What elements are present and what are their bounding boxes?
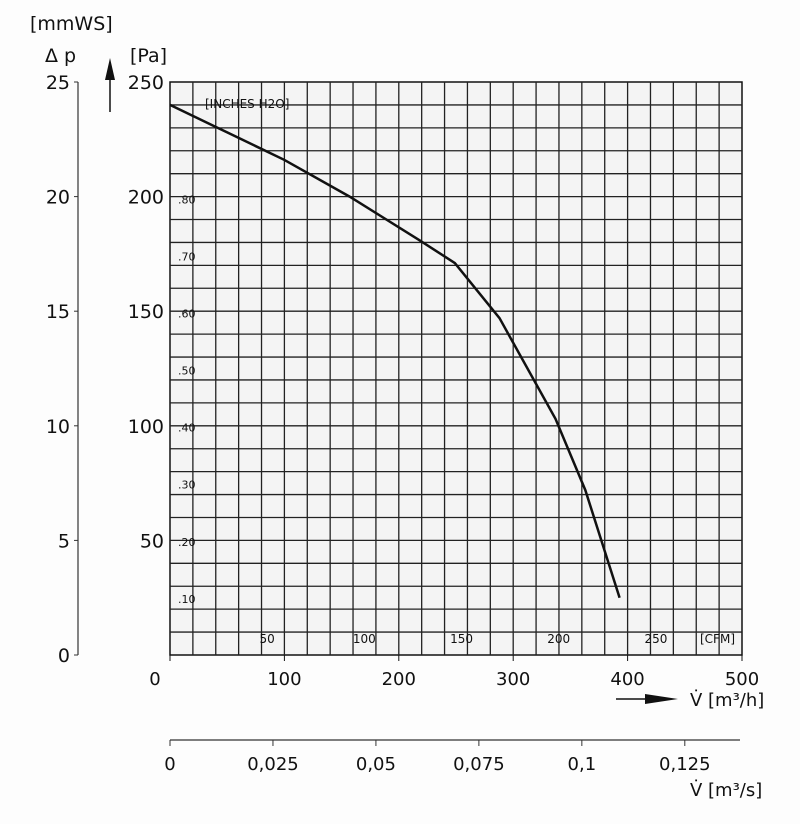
x-tick-label: 400 [610, 669, 644, 690]
y2-tick-label: 5 [58, 530, 70, 552]
plot-area [169, 81, 743, 656]
inch-tick-label: .30 [178, 479, 196, 492]
inch-tick-label: .40 [178, 422, 196, 435]
y-tick-label: 150 [128, 301, 164, 323]
y-tick-label: 100 [128, 416, 164, 438]
inch-unit-label: [INCHES H2O] [205, 97, 289, 111]
fan-curve-line [169, 103, 621, 599]
x-tick-label: 200 [382, 669, 416, 690]
cfm-tick-label: 200 [547, 632, 570, 646]
x-tick-label: 500 [725, 669, 759, 690]
y2-tick-label: 15 [46, 301, 70, 323]
y2-tick-label: 10 [46, 416, 70, 438]
x-tick-label: 0 [149, 669, 160, 690]
inch-tick-label: .50 [178, 365, 196, 378]
y-tick-label: 200 [128, 187, 164, 209]
y2-tick-label: 20 [46, 187, 70, 209]
y2-label: Δ p [45, 45, 76, 67]
up-arrow-head-icon [105, 58, 115, 80]
inch-tick-label: .60 [178, 307, 196, 320]
right-arrow-head-icon [645, 694, 678, 704]
inch-tick-label: .20 [178, 536, 196, 549]
cfm-tick-label: 150 [450, 632, 473, 646]
x2-tick-label: 0,05 [356, 754, 396, 775]
y2-unit-label: [mmWS] [30, 13, 113, 35]
y-tick-label: 250 [128, 72, 164, 94]
x2-tick-label: 0,125 [659, 754, 711, 775]
y2-tick-label: 25 [46, 72, 70, 94]
x-axis-label: V̇ [m³/h] [690, 690, 764, 711]
inch-tick-label: .80 [178, 193, 196, 206]
y-tick-label: 50 [140, 530, 164, 552]
cfm-unit-label: [CFM] [700, 632, 735, 646]
x2-tick-label: 0,075 [453, 754, 505, 775]
cfm-tick-label: 100 [353, 632, 376, 646]
x-tick-label: 100 [267, 669, 301, 690]
inch-tick-label: .70 [178, 250, 196, 263]
cfm-tick-label: 50 [260, 632, 275, 646]
y2-tick-label: 0 [58, 645, 70, 667]
y-unit-label: [Pa] [130, 45, 167, 67]
x2-tick-label: 0,1 [568, 754, 597, 775]
inch-tick-label: .10 [178, 593, 196, 606]
cfm-tick-label: 250 [644, 632, 667, 646]
x-tick-label: 300 [496, 669, 530, 690]
x2-axis-label: V̇ [m³/s] [690, 780, 762, 801]
x2-tick-label: 0 [164, 754, 175, 775]
x2-tick-label: 0,025 [247, 754, 299, 775]
